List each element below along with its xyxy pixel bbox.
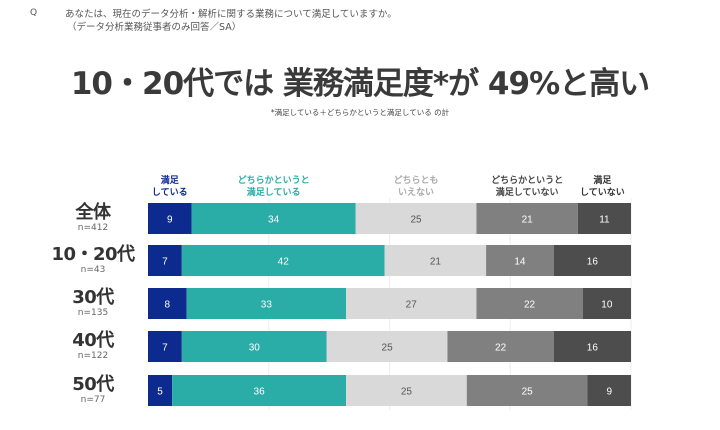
category-name: 50代 — [72, 374, 114, 395]
category-name: 全体 — [75, 202, 112, 223]
sample-size: n=122 — [77, 351, 109, 361]
legend-label: どちらかというと — [237, 176, 310, 186]
bar-segment — [181, 245, 385, 276]
legend-item: どちらとも いえない — [394, 175, 439, 199]
data-label: 42 — [278, 257, 290, 268]
data-label: 22 — [495, 343, 507, 354]
sample-size: n=412 — [77, 223, 109, 233]
data-label: 25 — [522, 387, 534, 398]
bar-segment — [148, 245, 182, 276]
data-label: 21 — [430, 257, 442, 268]
data-label: 25 — [382, 343, 394, 354]
bar-segment — [486, 245, 554, 276]
data-label: 8 — [165, 300, 171, 311]
bar-segment — [587, 375, 631, 406]
bar-segment — [553, 331, 631, 362]
category-label: 50代 n=77 — [40, 375, 146, 406]
category-name: 30代 — [72, 287, 114, 308]
bar-segment — [582, 288, 631, 319]
legend-item: どちらかというと 満足していない — [491, 175, 563, 199]
legend-label: 満足 — [593, 176, 612, 186]
sample-size: n=43 — [80, 265, 106, 275]
legend-item: 満足 していない — [580, 175, 625, 199]
data-label: 34 — [268, 215, 280, 226]
data-label: 11 — [599, 215, 610, 226]
legend-label: 満足 — [160, 176, 179, 186]
sample-size: n=135 — [77, 308, 109, 318]
bar-segment — [148, 203, 192, 234]
data-label: 27 — [406, 300, 418, 311]
data-label: 7 — [162, 257, 168, 268]
data-label: 9 — [606, 387, 612, 398]
legend-label: している — [151, 188, 188, 198]
data-label: 21 — [522, 215, 534, 226]
bar-segment — [346, 375, 467, 406]
legend-item: どちらかというと 満足している — [238, 175, 310, 199]
bar-segment — [355, 203, 477, 234]
legend-label: していない — [580, 188, 625, 198]
bar-segment — [476, 203, 578, 234]
category-label: 10・20代 n=43 — [40, 245, 146, 276]
footnote: *満足している＋どちらかというと満足している の計 — [270, 108, 450, 117]
legend-label: いえない — [398, 188, 435, 198]
legend-label: 満足している — [246, 188, 301, 198]
data-label: 33 — [261, 300, 273, 311]
bar-segment — [577, 203, 631, 234]
category-name: 10・20代 — [51, 244, 135, 265]
legend-label: 満足していない — [495, 188, 559, 198]
data-label: 22 — [524, 300, 536, 311]
data-label: 5 — [157, 387, 163, 398]
data-label: 30 — [249, 343, 261, 354]
legend-label: どちらとも — [393, 176, 439, 186]
bar-segment — [186, 288, 347, 319]
bar-segment — [346, 288, 477, 319]
bar-segment — [148, 331, 182, 362]
bar-segment — [148, 375, 173, 406]
bar-segment — [476, 288, 583, 319]
legend-item: 満足 している — [152, 175, 188, 199]
data-label: 14 — [514, 257, 526, 268]
data-label: 25 — [401, 387, 413, 398]
data-label: 16 — [587, 343, 599, 354]
bar-segment — [148, 288, 187, 319]
question-marker: Q — [30, 8, 38, 18]
data-label: 25 — [411, 215, 423, 226]
question-line2: （データ分析業務従事者のみ回答／SA） — [67, 22, 242, 33]
question-line1: あなたは、現在のデータ分析・解析に関する業務について満足していますか。 — [65, 9, 397, 20]
category-label: 全体 n=412 — [40, 203, 146, 234]
bar-segment — [172, 375, 347, 406]
bar-segment — [191, 203, 356, 234]
bar-segment — [181, 331, 327, 362]
bar-segment — [447, 331, 554, 362]
data-label: 10 — [601, 300, 613, 311]
bar-segment — [553, 245, 631, 276]
legend-label: どちらかというと — [491, 176, 564, 186]
headline: 10・20代では 業務満足度*が 49%と高い — [70, 66, 650, 102]
bar-segment — [466, 375, 588, 406]
data-label: 16 — [587, 257, 599, 268]
data-label: 7 — [162, 343, 168, 354]
data-label: 36 — [254, 387, 266, 398]
question-text: あなたは、現在のデータ分析・解析に関する業務について満足していますか。 （データ… — [65, 8, 397, 34]
bar-segment — [384, 245, 487, 276]
category-label: 40代 n=122 — [40, 331, 146, 362]
data-label: 9 — [167, 215, 173, 226]
bar-segment — [326, 331, 448, 362]
sample-size: n=77 — [80, 395, 106, 405]
category-name: 40代 — [72, 330, 114, 351]
category-label: 30代 n=135 — [40, 288, 146, 319]
